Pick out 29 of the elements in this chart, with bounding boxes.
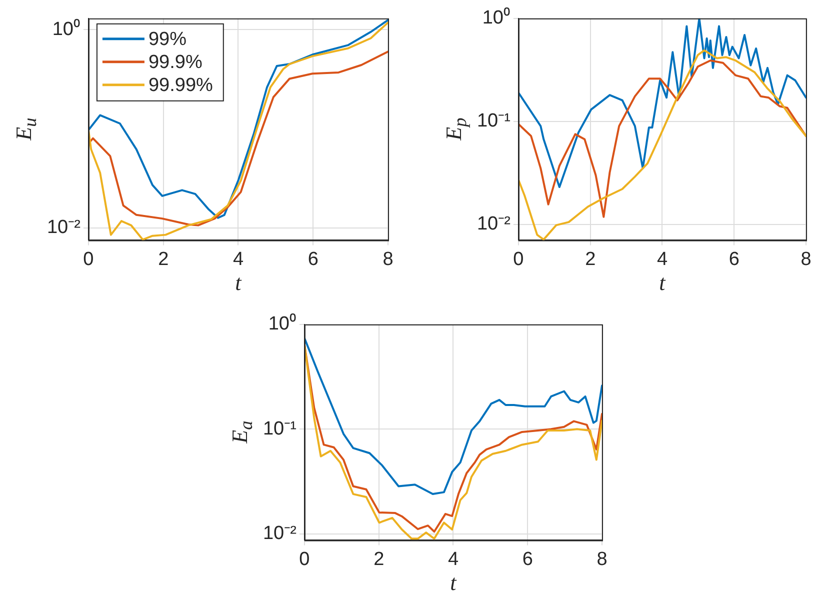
x-tick-label: 8 (382, 248, 394, 270)
legend-label: 99.9% (148, 52, 202, 74)
x-tick-label: 4 (232, 248, 244, 270)
legend-label: 99% (148, 29, 187, 50)
x-tick-label: 8 (800, 248, 812, 270)
y-tick-label: 10⁰ (268, 312, 296, 335)
y-tick-label: 10⁻¹ (262, 418, 296, 440)
y-tick-label: 10⁻² (262, 523, 296, 544)
y-tick-label: 10⁻¹ (476, 110, 510, 132)
x-axis-title: t (235, 270, 242, 296)
x-axis-title: t (659, 270, 666, 296)
y-tick-label: 10⁰ (52, 18, 80, 40)
x-tick-label: 2 (374, 548, 384, 570)
x-axis-title: t (450, 570, 456, 596)
x-tick-label: 6 (728, 248, 740, 270)
x-tick-label: 8 (596, 548, 608, 570)
x-tick-label: 6 (522, 548, 533, 570)
y-tick-label: 10⁻² (46, 217, 80, 238)
x-tick-label: 2 (158, 248, 169, 270)
x-tick-label: 0 (513, 248, 524, 270)
x-tick-label: 6 (308, 248, 318, 270)
x-tick-label: 0 (83, 248, 94, 270)
x-tick-label: 2 (585, 248, 596, 270)
y-tick-label: 10⁰ (482, 6, 510, 29)
y-tick-label: 10⁻² (476, 213, 510, 234)
x-tick-label: 4 (656, 248, 668, 270)
x-tick-label: 4 (448, 548, 459, 570)
x-tick-label: 0 (299, 548, 310, 570)
legend-label: 99.99% (148, 75, 214, 96)
